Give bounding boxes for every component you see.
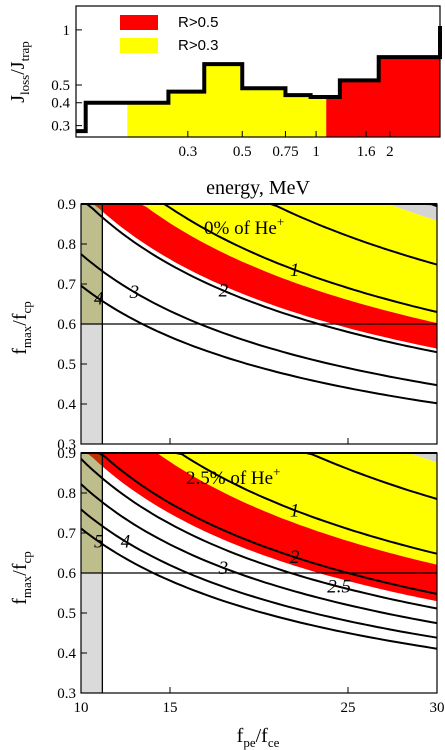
top-ticks: 0.3 0.5 0.75 1 1.6 2 0.3 0.4 0.5 1: [51, 23, 393, 160]
red-band: [81, 204, 437, 349]
top-frame: [75, 5, 441, 138]
step-line: [76, 25, 442, 134]
x-tick-label: 0.75: [272, 144, 298, 160]
gray-strip-left: [81, 324, 103, 444]
x-tick-label: 1: [312, 144, 320, 160]
y-tick-label: 0.8: [57, 486, 76, 502]
contour-label-4: 4: [94, 289, 104, 310]
contour-label-4: 4: [121, 531, 131, 552]
contour-label-3: 3: [129, 282, 140, 303]
bot-frame: [80, 452, 438, 694]
y-tick-label: 0.8: [57, 237, 76, 253]
contour-label-2: 2: [219, 281, 229, 302]
y-tick-label: 1: [63, 23, 71, 39]
contour-label-1: 1: [290, 500, 300, 521]
bot-ylabel: fmax/fcp: [9, 551, 34, 605]
bot-xlabel: fpe/fce: [237, 725, 280, 750]
bot-fills: [81, 453, 437, 693]
mid-frame: [80, 203, 438, 445]
mid-ticks: 0.3 0.4 0.5 0.6 0.7 0.8 0.9: [57, 197, 438, 453]
y-tick-label: 0.4: [51, 96, 70, 112]
contour-label-1: 1: [290, 260, 300, 281]
y-tick-label: 0.4: [57, 397, 76, 413]
x-tick-label: 30: [430, 700, 445, 716]
contour-label-2.5: 2.5: [327, 577, 351, 598]
mid-ylabel: fmax/fcp: [9, 301, 34, 355]
contour-label-3: 3: [218, 558, 229, 579]
top-fills: [127, 25, 440, 138]
bot-annotation-sup: +: [273, 464, 280, 479]
contour-2: [81, 452, 438, 595]
middle-panel: 1 2 3 4 0.3 0.4 0.5 0.6 0.7 0.8 0.9 0% of He+ fma…: [9, 197, 438, 453]
x-tick-label: 0.5: [233, 144, 252, 160]
contour-2: [81, 203, 438, 354]
y-tick-label: 0.9: [57, 446, 76, 462]
region-r05: [326, 25, 440, 138]
y-tick-label: 0.7: [57, 526, 76, 542]
red-band: [81, 453, 437, 602]
bot-ticks: 0.30.40.50.60.70.80.910 15 25 30: [57, 446, 444, 716]
top-legend-red-swatch: [120, 15, 158, 30]
contour-label-2: 2: [290, 547, 300, 568]
mid-annotation: 0% of He+: [204, 214, 284, 239]
y-tick-label: 0.3: [57, 437, 76, 453]
x-tick-label: 25: [341, 700, 356, 716]
mid-annotation-text: 0% of He: [204, 218, 277, 239]
contour-label-5: 5: [94, 532, 104, 553]
contour-2.5: [80, 458, 438, 610]
contour-3: [80, 253, 438, 387]
region-r03: [127, 25, 440, 138]
contour-5: [80, 527, 438, 650]
y-tick-label: 0.5: [57, 606, 76, 622]
x-tick-label: 15: [163, 700, 178, 716]
top-ylabel: Jloss/Jtrap: [7, 41, 32, 103]
bot-annotation-text: 2.5% of He: [186, 468, 273, 489]
y-tick-label: 0.4: [57, 646, 76, 662]
x-tick-label: 1.6: [357, 144, 376, 160]
y-tick-label: 0.5: [51, 78, 70, 94]
y-tick-label: 0.7: [57, 277, 76, 293]
bot-annotation: 2.5% of He+: [186, 464, 280, 489]
y-tick-label: 0.3: [57, 686, 76, 702]
top-legend-yellow-swatch: [120, 38, 158, 53]
y-tick-label: 0.6: [57, 317, 76, 333]
mid-annotation-sup: +: [277, 214, 284, 229]
contour-4: [80, 284, 438, 405]
x-tick-label: 0.3: [178, 144, 197, 160]
top-panel: R>0.5 R>0.3 0.3 0.5 0.75 1 1.6 2 0.3 0.4 0.5 1 en…: [7, 5, 442, 199]
shade-upper-left: [81, 453, 103, 573]
bottom-panel: 1 2 2.5 3 45 0.3 0.4 0.5 0.6 0.7 0.8 0.9 10 15 25 30 2…: [9, 446, 445, 750]
y-tick-label: 0.6: [57, 566, 76, 582]
yellow-band: [81, 453, 437, 565]
x-tick-label: 2: [386, 144, 394, 160]
y-tick-label: 0.5: [57, 357, 76, 373]
y-tick-label: 0.9: [57, 197, 76, 213]
legend-label-r03: R>0.3: [178, 37, 218, 54]
yellow-band: [81, 204, 437, 323]
legend-label-r05: R>0.5: [178, 14, 218, 31]
x-tick-label: 10: [74, 700, 89, 716]
gray-region-top: [81, 204, 437, 221]
contour-4: [80, 508, 438, 639]
contour-3: [80, 483, 438, 625]
gray-strip-left: [81, 573, 103, 693]
top-xlabel: energy, MeV: [206, 177, 310, 199]
y-tick-label: 0.3: [51, 119, 70, 135]
